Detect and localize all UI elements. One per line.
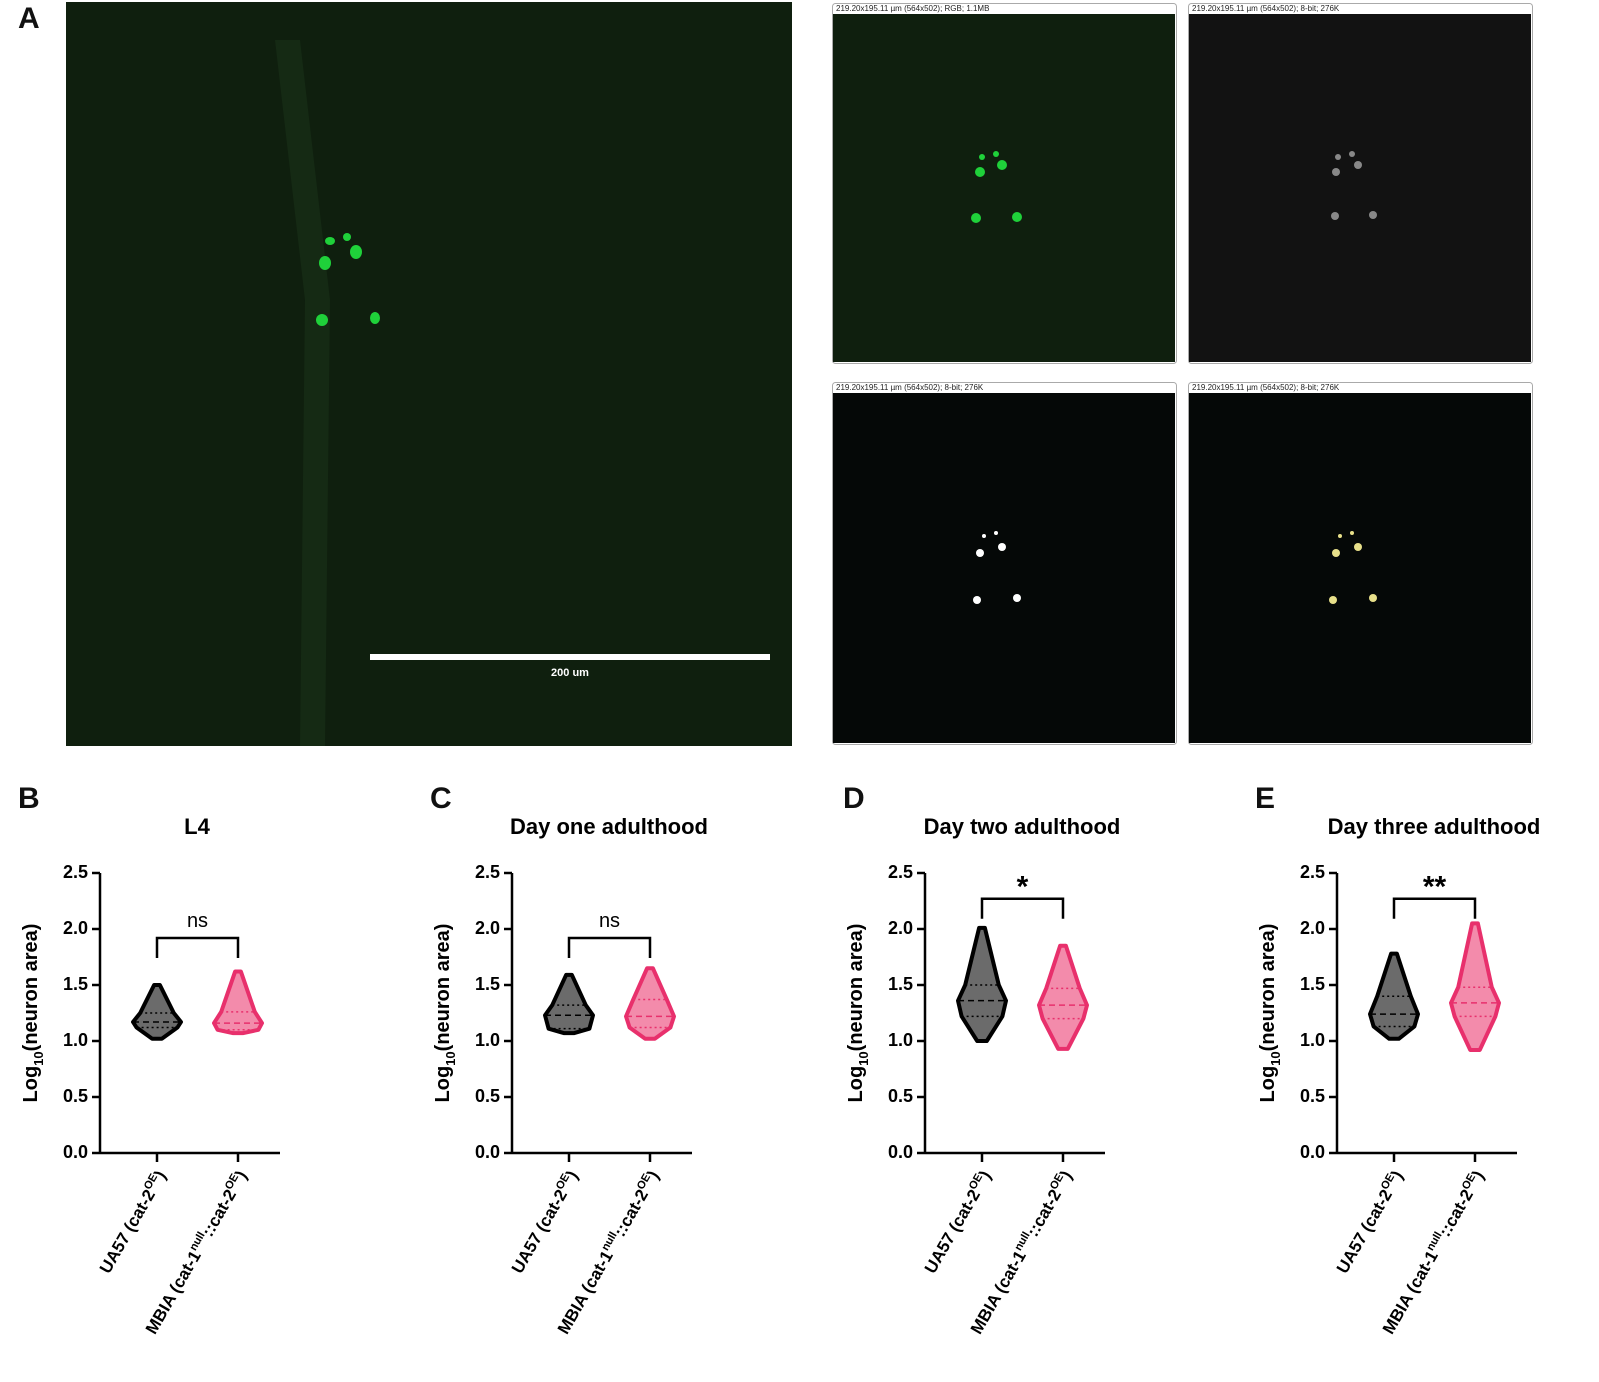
violin <box>131 983 183 1041</box>
x-tick-label: UA57 (cat-2OE) <box>920 1167 995 1277</box>
significance-label: ns <box>187 910 208 932</box>
significance-label: * <box>1017 871 1029 904</box>
y-axis-label: Log10(neuron area) <box>845 924 871 1103</box>
text-part: 10 <box>443 1051 458 1065</box>
x-tick-label: MBIA (cat-1null::cat-2OE) <box>1378 1167 1488 1338</box>
y-tick-label: 1.0 <box>888 1030 913 1050</box>
neurons <box>316 233 380 326</box>
text-part: (neuron area) <box>20 924 42 1052</box>
text-part: UA57 (cat-2 <box>96 1186 159 1277</box>
text-part: ::cat-2 <box>1436 1186 1478 1240</box>
text-part: ::cat-2 <box>199 1186 241 1240</box>
micrograph <box>66 2 792 746</box>
text-part: (neuron area) <box>432 924 454 1052</box>
y-axis-label: Log10(neuron area) <box>432 924 458 1103</box>
image-header: 219.20x195.11 µm (564x502); 8-bit; 276K <box>836 383 984 392</box>
image-header: 219.20x195.11 µm (564x502); RGB; 1.1MB <box>836 4 989 13</box>
y-tick-label: 2.0 <box>888 918 913 938</box>
image-header: 219.20x195.11 µm (564x502); 8-bit; 276K <box>1192 4 1340 13</box>
chart-title: L4 <box>184 814 210 839</box>
y-tick-label: 0.5 <box>475 1086 500 1106</box>
y-tick-label: 2.5 <box>475 862 500 882</box>
text-part: (neuron area) <box>1257 924 1279 1052</box>
violin <box>1037 943 1089 1051</box>
text-part: MBIA (cat-1 <box>554 1248 617 1338</box>
significance-bracket <box>980 897 1065 919</box>
y-tick-label: 0.0 <box>888 1142 913 1162</box>
x-tick-label: UA57 (cat-2OE) <box>95 1167 170 1277</box>
image-window: 219.20x195.11 µm (564x502); 8-bit; 276K <box>832 382 1177 745</box>
chart-title: Day three adulthood <box>1328 814 1541 839</box>
text-part: UA57 (cat-2 <box>1333 1186 1396 1277</box>
panel-label: A <box>18 2 40 35</box>
text-part: ::cat-2 <box>611 1186 653 1240</box>
worm-body <box>275 40 330 746</box>
panel-label: C <box>430 782 452 815</box>
text-part: Log <box>20 1066 42 1103</box>
y-tick-label: 0.5 <box>1300 1086 1325 1106</box>
text-part: 10 <box>31 1051 46 1065</box>
significance-bracket <box>567 936 652 958</box>
text-part: 10 <box>856 1051 871 1065</box>
image-window: 219.20x195.11 µm (564x502); 8-bit; 276K <box>1188 382 1533 745</box>
violin <box>543 972 595 1036</box>
text-part: (neuron area) <box>845 924 867 1052</box>
y-tick-label: 1.0 <box>63 1030 88 1050</box>
y-tick-label: 2.0 <box>63 918 88 938</box>
y-axis-label: Log10(neuron area) <box>1257 924 1283 1103</box>
panel-label: E <box>1255 782 1275 815</box>
text-part: MBIA (cat-1 <box>142 1248 205 1338</box>
x-tick-label: UA57 (cat-2OE) <box>507 1167 582 1277</box>
y-tick-label: 1.5 <box>888 974 913 994</box>
violin <box>212 969 264 1036</box>
x-tick-label: MBIA (cat-1null::cat-2OE) <box>141 1167 251 1338</box>
y-tick-label: 0.0 <box>63 1142 88 1162</box>
significance-bracket <box>1392 897 1477 919</box>
image-header: 219.20x195.11 µm (564x502); 8-bit; 276K <box>1192 383 1340 392</box>
significance-bracket <box>155 936 240 958</box>
y-tick-label: 1.0 <box>475 1030 500 1050</box>
y-tick-label: 2.0 <box>475 918 500 938</box>
y-tick-label: 2.5 <box>1300 862 1325 882</box>
y-tick-label: 1.5 <box>475 974 500 994</box>
significance-label: ns <box>599 910 620 932</box>
x-tick-label: UA57 (cat-2OE) <box>1332 1167 1407 1277</box>
y-tick-label: 1.5 <box>1300 974 1325 994</box>
y-tick-label: 0.5 <box>888 1086 913 1106</box>
text-part: MBIA (cat-1 <box>1379 1248 1442 1338</box>
panel-label: D <box>843 782 865 815</box>
x-tick-label: MBIA (cat-1null::cat-2OE) <box>966 1167 1076 1338</box>
y-tick-label: 1.0 <box>1300 1030 1325 1050</box>
chart-title: Day two adulthood <box>924 814 1121 839</box>
scale-bar <box>370 654 770 660</box>
text-part: Log <box>1257 1066 1279 1103</box>
image-window: 219.20x195.11 µm (564x502); 8-bit; 276K <box>1188 3 1533 364</box>
text-part: UA57 (cat-2 <box>508 1186 571 1277</box>
panel-label: B <box>18 782 40 815</box>
y-tick-label: 0.0 <box>1300 1142 1325 1162</box>
x-tick-label: MBIA (cat-1null::cat-2OE) <box>553 1167 663 1338</box>
scale-bar-label: 200 um <box>551 667 589 679</box>
y-tick-label: 2.5 <box>888 862 913 882</box>
y-tick-label: 1.5 <box>63 974 88 994</box>
text-part: Log <box>432 1066 454 1103</box>
significance-label: ** <box>1423 871 1447 904</box>
image-window: 219.20x195.11 µm (564x502); RGB; 1.1MB <box>832 3 1177 364</box>
text-part: 10 <box>1268 1051 1283 1065</box>
text-part: ::cat-2 <box>1024 1186 1066 1240</box>
y-tick-label: 0.0 <box>475 1142 500 1162</box>
text-part: Log <box>845 1066 867 1103</box>
y-tick-label: 2.0 <box>1300 918 1325 938</box>
y-tick-label: 0.5 <box>63 1086 88 1106</box>
chart-title: Day one adulthood <box>510 814 708 839</box>
text-part: UA57 (cat-2 <box>921 1186 984 1277</box>
y-tick-label: 2.5 <box>63 862 88 882</box>
text-part: MBIA (cat-1 <box>967 1248 1030 1338</box>
y-axis-label: Log10(neuron area) <box>20 924 46 1103</box>
